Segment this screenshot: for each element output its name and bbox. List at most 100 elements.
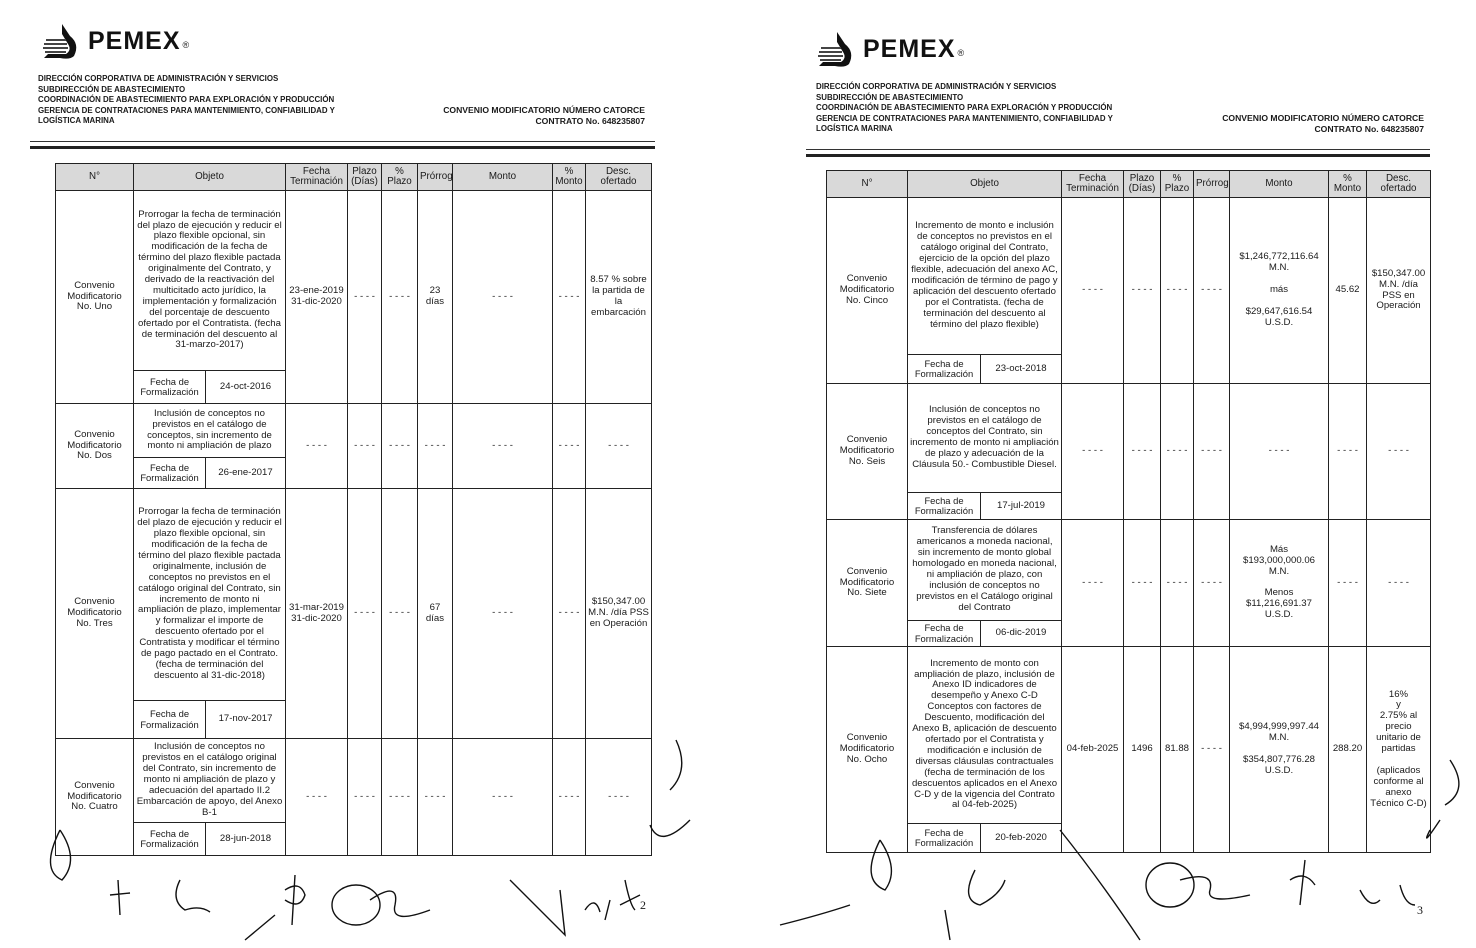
- convenio-objeto: Incremento de monto e inclusión de conce…: [907, 197, 1062, 355]
- fecha-formalizacion-label: Fecha de Formalización: [133, 700, 206, 739]
- column-header-prorroga: Prórroga: [1193, 170, 1230, 198]
- cell-pct-monto: 288.20: [1328, 646, 1367, 853]
- cell-desc-ofertado: $150,347.00 M.N. /día PSS en Operación: [1366, 197, 1431, 384]
- fecha-formalizacion-label: Fecha de Formalización: [133, 457, 206, 489]
- formalization-row: Fecha de Formalización 23-oct-2018: [827, 354, 1431, 384]
- brand-name: PEMEX: [863, 34, 956, 63]
- fecha-formalizacion-value: 28-jun-2018: [205, 822, 286, 856]
- column-header-monto: Monto: [452, 163, 553, 191]
- cell-plazo: - - - -: [347, 190, 382, 404]
- column-header-prorroga: Prórroga: [417, 163, 453, 191]
- header-line: COORDINACIÓN DE ABASTECIMIENTO PARA EXPL…: [38, 94, 335, 105]
- organization-header: DIRECCIÓN CORPORATIVA DE ADMINISTRACIÓN …: [38, 73, 335, 126]
- convenio-objeto: Transferencia de dólares americanos a mo…: [907, 519, 1062, 621]
- fecha-formalizacion-value: 24-oct-2016: [205, 370, 286, 404]
- fecha-formalizacion-value: 17-nov-2017: [205, 700, 286, 739]
- fecha-formalizacion-value: 17-jul-2019: [980, 492, 1062, 520]
- cell-fecha-terminacion: - - - -: [1061, 519, 1124, 647]
- formalization-row: Fecha de Formalización 26-ene-2017: [56, 457, 652, 489]
- column-header-fecha-terminacion: Fecha Terminación: [1061, 170, 1124, 198]
- cell-plazo: 1496: [1123, 646, 1161, 853]
- convenio-objeto: Prorrogar la fecha de terminación del pl…: [133, 190, 286, 371]
- formalization-row: Fecha de Formalización 28-jun-2018: [56, 822, 652, 856]
- column-header-numero: N°: [826, 170, 908, 198]
- fecha-formalizacion-value: 23-oct-2018: [980, 354, 1062, 384]
- convenio-number: Convenio Modificatorio No. Uno: [55, 190, 134, 404]
- cell-prorroga: - - - -: [1193, 646, 1230, 853]
- column-header-monto: Monto: [1229, 170, 1329, 198]
- header-line: GERENCIA DE CONTRATACIONES PARA MANTENIM…: [816, 112, 1113, 123]
- cell-pct-plazo: - - - -: [1160, 383, 1194, 520]
- page-number: 3: [1417, 903, 1423, 917]
- table-row: Convenio Modificatorio No. Cuatro Inclusi…: [55, 738, 652, 856]
- cell-prorroga: - - - -: [1193, 197, 1230, 384]
- cell-pct-monto: 45.62: [1328, 197, 1367, 384]
- convenios-table: N° Objeto Fecha Terminación Plazo (Días)% P…: [826, 170, 1431, 853]
- cell-pct-monto: - - - -: [552, 403, 586, 489]
- convenio-number: Convenio Modificatorio No. Cinco: [826, 197, 908, 384]
- pemex-eagle-icon: [818, 32, 852, 67]
- table-row: Convenio Modificatorio No. Cinco Incremen…: [826, 197, 1431, 384]
- brand-name: PEMEX: [88, 26, 181, 55]
- formalization-row: Fecha de Formalización 17-nov-2017: [56, 700, 652, 739]
- cell-prorroga: - - - -: [1193, 519, 1230, 647]
- header-divider: [30, 141, 655, 142]
- header-line: LOGÍSTICA MARINA: [816, 123, 893, 134]
- cell-monto: $1,246,772,116.64 M.N. más $29,647,616.5…: [1229, 197, 1329, 384]
- cell-prorroga: 23 días: [417, 190, 453, 404]
- fecha-formalizacion-value: 20-feb-2020: [980, 823, 1062, 853]
- cell-desc-ofertado: - - - -: [585, 403, 652, 489]
- convenio-objeto: Prorrogar la fecha de terminación del pl…: [133, 488, 286, 701]
- pemex-logo: PEMEX ®: [40, 22, 189, 60]
- contract-header: CONVENIO MODIFICATORIO NÚMERO CATORCE CON…: [1222, 113, 1424, 134]
- cell-prorroga: - - - -: [417, 403, 453, 489]
- convenio-title: CONVENIO MODIFICATORIO NÚMERO CATORCE: [443, 105, 645, 115]
- column-header-fecha-terminacion: Fecha Terminación: [285, 163, 348, 191]
- cell-desc-ofertado: - - - -: [1366, 519, 1431, 647]
- cell-plazo: - - - -: [347, 738, 382, 856]
- header-divider: [806, 149, 1430, 150]
- convenio-number: Convenio Modificatorio No. Tres: [55, 488, 134, 739]
- cell-plazo: - - - -: [1123, 383, 1161, 520]
- cell-desc-ofertado: $150,347.00 M.N. /día PSS en Operación: [585, 488, 652, 739]
- cell-fecha-terminacion: - - - -: [1061, 383, 1124, 520]
- fecha-formalizacion-label: Fecha de Formalización: [907, 354, 981, 384]
- header-line: COORDINACIÓN DE ABASTECIMIENTO PARA EXPL…: [816, 102, 1113, 113]
- cell-fecha-terminacion: - - - -: [285, 738, 348, 856]
- table-row: Convenio Modificatorio No. Seis Inclusión…: [826, 383, 1431, 520]
- pemex-eagle-icon: [43, 24, 77, 59]
- column-header-pct-monto: % Monto: [552, 163, 586, 191]
- cell-monto: Más $193,000,000.06 M.N. Menos $11,216,6…: [1229, 519, 1329, 647]
- cell-desc-ofertado: - - - -: [1366, 383, 1431, 520]
- convenio-number: Convenio Modificatorio No. Seis: [826, 383, 908, 520]
- formalization-row: Fecha de Formalización 20-feb-2020: [827, 823, 1431, 853]
- formalization-row: Fecha de Formalización 17-jul-2019: [827, 492, 1431, 520]
- pemex-logo: PEMEX ®: [815, 30, 964, 68]
- fecha-formalizacion-label: Fecha de Formalización: [907, 492, 981, 520]
- cell-monto: - - - -: [1229, 383, 1329, 520]
- header-line: SUBDIRECCIÓN DE ABASTECIMIENTO: [38, 83, 186, 94]
- cell-monto: - - - -: [452, 190, 553, 404]
- cell-fecha-terminacion: 31-mar-2019 31-dic-2020: [285, 488, 348, 739]
- cell-pct-plazo: - - - -: [1160, 197, 1194, 384]
- header-line: LOGÍSTICA MARINA: [38, 115, 115, 126]
- cell-pct-plazo: - - - -: [381, 488, 418, 739]
- organization-header: DIRECCIÓN CORPORATIVA DE ADMINISTRACIÓN …: [816, 81, 1113, 134]
- column-header-pct-plazo: % Plazo: [381, 163, 418, 191]
- column-header-pct-monto: % Monto: [1328, 170, 1367, 198]
- cell-pct-monto: - - - -: [1328, 383, 1367, 520]
- contract-number: CONTRATO No. 648235807: [535, 115, 645, 126]
- fecha-formalizacion-label: Fecha de Formalización: [907, 620, 981, 647]
- table-row: Convenio Modificatorio No. Tres Prorrogar…: [55, 488, 652, 739]
- column-header-objeto: Objeto: [907, 170, 1062, 198]
- convenios-table: N° Objeto Fecha Terminación Plazo (Días)% P…: [55, 163, 652, 856]
- column-header-desc-ofertado: Desc. ofertado: [1366, 170, 1431, 198]
- cell-plazo: - - - -: [1123, 519, 1161, 647]
- cell-pct-monto: - - - -: [552, 190, 586, 404]
- header-line: SUBDIRECCIÓN DE ABASTECIMIENTO: [816, 91, 964, 102]
- cell-prorroga: 67 días: [417, 488, 453, 739]
- registered-mark: ®: [957, 48, 965, 58]
- fecha-formalizacion-value: 26-ene-2017: [205, 457, 286, 489]
